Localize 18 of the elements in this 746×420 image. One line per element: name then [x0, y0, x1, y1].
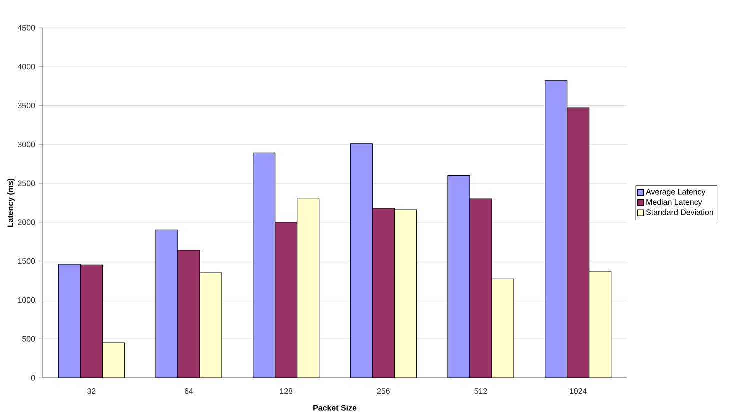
bar [567, 108, 590, 378]
bar [178, 250, 200, 378]
bar [545, 80, 568, 378]
bar [156, 230, 178, 378]
bar [350, 144, 373, 378]
bar [102, 342, 125, 378]
bar [492, 278, 514, 378]
bar [470, 198, 492, 378]
bar [80, 264, 103, 378]
bar [275, 222, 298, 378]
bar [200, 272, 222, 378]
bar [589, 271, 612, 378]
bar [58, 264, 81, 378]
bar [253, 152, 276, 378]
bar [448, 175, 470, 378]
bar [372, 208, 395, 378]
bar [394, 210, 417, 378]
bar [297, 198, 320, 378]
